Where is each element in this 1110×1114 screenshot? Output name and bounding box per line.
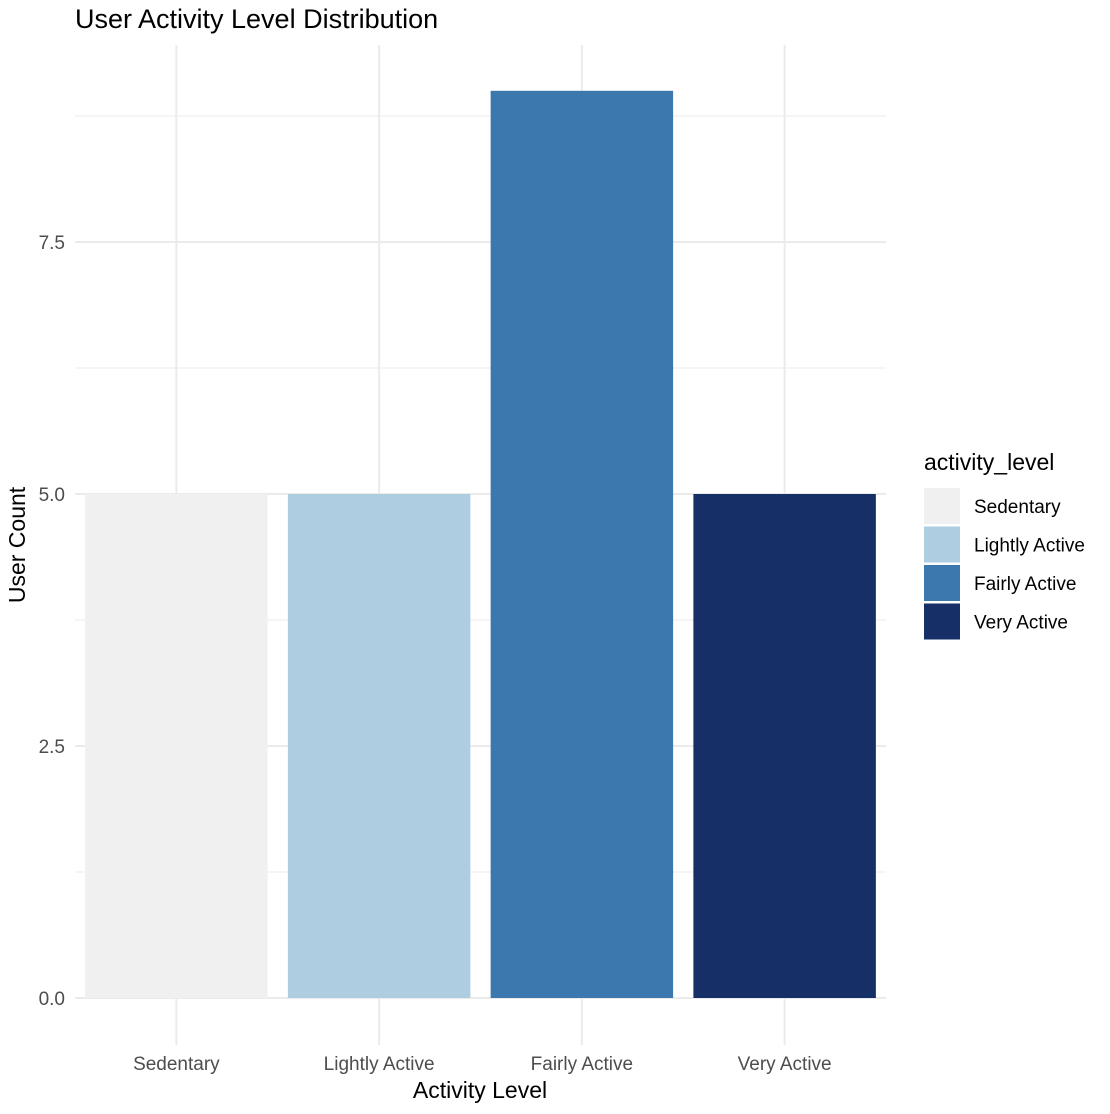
legend-swatch (924, 603, 960, 640)
legend-title: activity_level (924, 449, 1054, 475)
y-axis-title: User Count (4, 486, 30, 603)
legend-label: Sedentary (974, 497, 1061, 518)
legend-label: Lightly Active (974, 536, 1085, 557)
legend: activity_level Sedentary Lightly Active Fa… (924, 449, 1085, 640)
legend-swatch (924, 488, 960, 524)
y-tick-label: 0.0 (39, 989, 65, 1010)
bars-layer (85, 90, 876, 999)
legend-swatch (924, 565, 960, 601)
x-tick-label: Lightly Active (324, 1054, 435, 1075)
x-tick-label: Very Active (738, 1054, 832, 1075)
chart-title: User Activity Level Distribution (75, 4, 438, 34)
legend-label: Very Active (974, 613, 1068, 634)
x-tick-label: Fairly Active (531, 1054, 633, 1075)
y-tick-label: 2.5 (39, 737, 65, 758)
legend-items: Sedentary Lightly Active Fairly Active Very… (924, 488, 1085, 640)
y-tick-label: 7.5 (39, 233, 65, 254)
legend-swatch (924, 526, 960, 563)
bar (287, 494, 471, 998)
x-tick-label: Sedentary (133, 1054, 220, 1075)
bar (85, 494, 268, 998)
bar (693, 494, 876, 998)
legend-label: Fairly Active (974, 574, 1076, 595)
bar (490, 90, 674, 999)
y-axis-ticks: 0.0 2.5 5.0 7.5 (39, 233, 65, 1010)
y-tick-label: 5.0 (39, 485, 65, 506)
x-axis-ticks: Sedentary Lightly Active Fairly Active Very… (133, 1054, 832, 1075)
x-axis-title: Activity Level (413, 1077, 547, 1103)
